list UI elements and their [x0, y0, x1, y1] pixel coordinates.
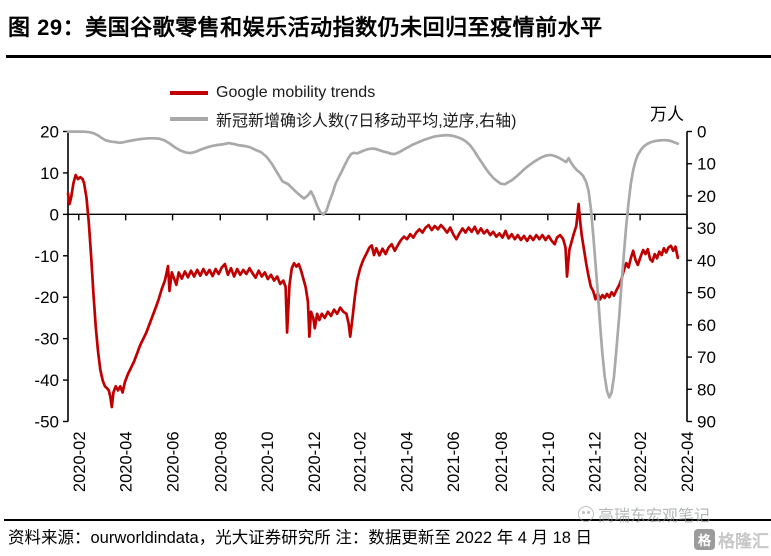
footer-divider — [4, 519, 771, 521]
svg-text:2021-08: 2021-08 — [493, 432, 511, 493]
svg-text:10: 10 — [697, 155, 716, 174]
svg-text:0: 0 — [697, 123, 706, 142]
svg-text:2020-12: 2020-12 — [306, 432, 324, 493]
gelonghui-logo-glyph: 格 — [697, 533, 711, 548]
svg-text:2021-12: 2021-12 — [587, 432, 605, 493]
watermark-gelonghui-text: 格隆汇 — [718, 532, 769, 551]
svg-text:2021-04: 2021-04 — [398, 432, 416, 493]
svg-text:2020-06: 2020-06 — [165, 432, 183, 493]
svg-text:20: 20 — [40, 123, 59, 142]
blog-avatar-icon — [578, 506, 594, 522]
watermark-blog-text: 高瑞东宏观笔记 — [598, 508, 711, 525]
chart-legend: Google mobility trends 新冠新增确诊人数(7日移动平均,逆… — [170, 80, 516, 132]
page-title: 图 29：美国谷歌零售和娱乐活动指数仍未回归至疫情前水平 — [8, 15, 603, 40]
svg-text:-40: -40 — [34, 371, 59, 390]
svg-text:-50: -50 — [34, 413, 59, 432]
gelonghui-logo-icon: 格 — [694, 529, 715, 550]
svg-text:2022-02: 2022-02 — [632, 432, 650, 493]
svg-text:0: 0 — [50, 205, 59, 224]
svg-text:10: 10 — [40, 164, 59, 183]
source-note: 资料来源：ourworldindata，光大证券研究所 注：数据更新至 2022… — [8, 529, 593, 547]
svg-text:60: 60 — [697, 316, 716, 335]
svg-text:70: 70 — [697, 348, 716, 367]
legend-label-cases: 新冠新增确诊人数(7日移动平均,逆序,右轴) — [216, 113, 517, 130]
title-divider — [6, 55, 771, 58]
svg-text:2021-10: 2021-10 — [540, 432, 558, 493]
watermark-blog: 高瑞东宏观笔记 — [578, 502, 710, 526]
svg-text:90: 90 — [697, 413, 716, 432]
legend-item-cases: 新冠新增确诊人数(7日移动平均,逆序,右轴) — [170, 106, 516, 132]
right-axis-unit-label: 万人 — [650, 105, 684, 124]
svg-text:50: 50 — [697, 284, 716, 303]
svg-text:2020-10: 2020-10 — [259, 432, 277, 493]
svg-text:2021-06: 2021-06 — [445, 432, 463, 493]
svg-text:80: 80 — [697, 380, 716, 399]
svg-text:2020-02: 2020-02 — [71, 432, 89, 493]
svg-text:-30: -30 — [34, 330, 59, 349]
svg-text:20: 20 — [697, 187, 716, 206]
legend-line-swatch-red — [170, 91, 208, 95]
svg-text:-20: -20 — [34, 288, 59, 307]
svg-text:40: 40 — [697, 251, 716, 270]
svg-text:30: 30 — [697, 219, 716, 238]
watermark-gelonghui: 格 格隆汇 — [694, 527, 769, 552]
legend-line-swatch-gray — [170, 117, 208, 121]
legend-label-mobility: Google mobility trends — [216, 84, 376, 101]
svg-text:-10: -10 — [34, 247, 59, 266]
svg-text:2020-08: 2020-08 — [212, 432, 230, 493]
svg-text:2020-04: 2020-04 — [118, 432, 136, 493]
svg-text:2021-02: 2021-02 — [351, 432, 369, 493]
svg-text:2022-04: 2022-04 — [679, 432, 697, 493]
legend-item-mobility: Google mobility trends — [170, 80, 516, 106]
